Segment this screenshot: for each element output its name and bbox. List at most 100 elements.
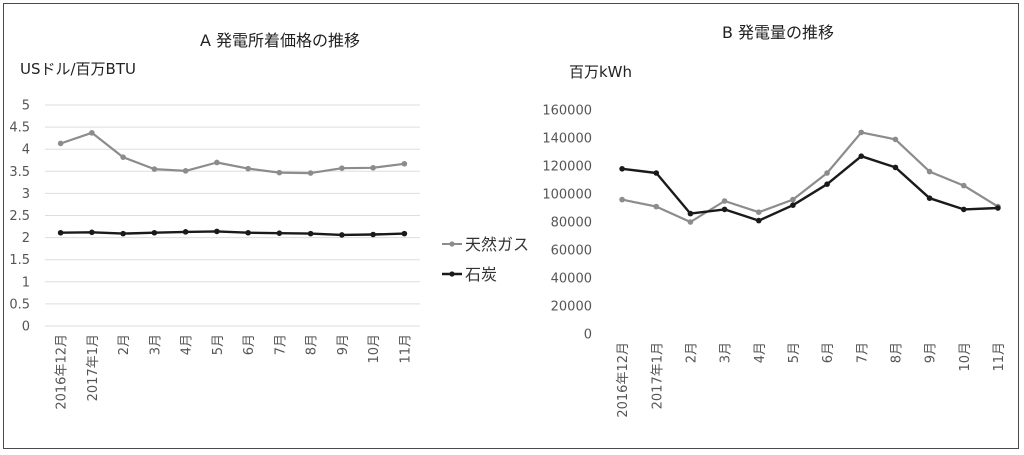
chart-a-x-ticks: 2016年12月 2017年1月 2月 3月 4月 5月 6月 7月 8月 9月 10月 11月 [55,334,414,410]
chart-b-series-gas-point [687,219,694,225]
chart-a-series-coal-point [307,230,314,237]
chart-a-series-coal-line [60,230,405,237]
chart-b-series-coal-point [687,210,694,217]
chart-a-gridlines [45,104,420,327]
chart-a-x-tick-label: 2016年12月 [55,334,70,410]
chart-a-x-tick-label: 2月 [117,334,132,355]
chart-a-y-tick-label: 2.5 [9,209,30,224]
chart-b-series-gas-point [721,198,728,204]
chart-b-x-tick-label: 2016年12月 [616,342,631,418]
chart-a-series-gas-point [401,160,408,167]
chart-a-series-gas-point [245,165,251,172]
chart-b-series-coal-point [755,217,762,224]
chart-a-x-tick-label: 5月 [211,334,226,355]
chart-b-series-coal-point [926,195,933,201]
chart-a-series-coal-point [89,229,95,236]
chart-a-series-coal-point [339,232,345,238]
chart-b-y-tick-label: 140000 [542,132,592,147]
chart-b-x-tick-label: 4月 [753,342,768,363]
chart-a-y-tick-label: 1.5 [9,253,30,268]
chart-a-series-coal-point [151,229,158,236]
chart-b-x-tick-label: 5月 [787,342,802,363]
legend-gas-label: 天然ガス [465,235,529,254]
chart-a-y-tick-label: 2 [22,231,30,246]
chart-b-x-tick-label: 9月 [924,342,939,363]
chart-b-x-ticks: 2016年12月 2017年1月 2月 3月 4月 5月 6月 7月 8月 9月 10月 11月 [616,342,1007,418]
chart-a-series-coal-point [120,230,126,237]
chart-b-series-gas-point [824,170,830,176]
chart-a-series-coal-point [214,228,220,235]
chart-a-y-tick-label: 5 [22,99,30,114]
chart-b-series-coal-point [960,206,967,213]
chart-b-series-coal-point [858,153,865,159]
chart-a-y-tick-label: 4 [22,143,30,158]
chart-b-y-tick-label: 160000 [542,104,592,119]
legend: 天然ガス 石炭 [442,235,529,284]
chart-b-x-tick-label: 3月 [719,342,734,363]
chart-b-series-gas-point [653,203,660,210]
chart-b-x-tick-label: 2017年1月 [650,342,665,409]
chart-b-series-coal-point [721,206,728,213]
chart-b-y-tick-label: 20000 [551,300,592,315]
chart-b-series-coal-line [621,154,998,222]
figure-frame [3,3,1019,449]
chart-b-series-coal-point [995,205,1001,211]
chart-b-series [619,129,1001,225]
chart-b-ylabel: 百万kWh [569,63,632,81]
chart-a-x-tick-label: 11月 [398,334,413,364]
chart-b-y-tick-label: 0 [584,328,592,343]
chart-a-series-gas-point [57,140,64,147]
chart-a-y-ticks: 0 0.5 1 1.5 2 2.5 3 3.5 4 4.5 5 [9,99,30,335]
chart-b-x-tick-label: 11月 [992,342,1007,372]
chart-b-y-ticks: 0 20000 40000 60000 80000 100000 120000 140000 1… [542,104,592,343]
chart-b-series-gas-point [926,168,933,175]
chart-b-x-tick-label: 7月 [855,342,870,363]
chart-b: B 発電量の推移 百万kWh 0 20000 40000 60000 80000 1000… [542,23,1007,418]
chart-a: A 発電所着価格の推移 USドル/百万BTU 0 0.5 1 1.5 2 2.5 3 3.5 4… [9,31,420,410]
chart-a-series-gas-point [89,130,95,136]
chart-a-x-tick-label: 2017年1月 [86,334,101,401]
chart-b-series-gas-line [621,131,999,224]
chart-b-x-tick-label: 6月 [821,342,836,363]
legend-coal-label: 石炭 [465,265,497,284]
chart-b-x-tick-label: 10月 [958,342,973,372]
chart-a-y-tick-label: 1 [22,275,30,290]
chart-a-series-gas-line [60,131,405,175]
chart-a-series-gas-point [370,164,376,171]
chart-a-series-coal-point [401,230,408,237]
chart-a-x-tick-label: 3月 [148,334,163,355]
chart-b-series-coal-point [824,181,830,187]
chart-b-series-coal-point [790,202,796,208]
chart-a-series-gas-point [182,168,189,174]
chart-a-series-gas-point [339,165,345,172]
chart-b-series-gas-point [790,196,796,203]
chart-b-title: B 発電量の推移 [722,23,834,42]
chart-b-x-tick-label: 2月 [684,342,699,363]
legend-gas-marker [449,241,455,247]
chart-b-y-tick-label: 120000 [542,160,592,175]
chart-a-title: A 発電所着価格の推移 [200,31,360,50]
chart-a-y-tick-label: 4.5 [9,121,30,136]
chart-b-series-gas-point [619,196,625,203]
chart-b-series-coal-point [653,170,660,176]
chart-b-y-tick-label: 80000 [551,216,592,231]
chart-b-x-tick-label: 8月 [889,342,904,363]
chart-a-y-tick-label: 0.5 [9,297,30,312]
chart-a-y-tick-label: 3.5 [9,165,30,180]
chart-b-series-gas-point [858,129,865,136]
chart-a-series-coal-point [57,229,64,236]
chart-a-x-tick-label: 7月 [273,334,288,355]
chart-b-series-gas-point [960,182,967,189]
chart-a-x-tick-label: 10月 [367,334,382,364]
chart-b-y-tick-label: 100000 [542,188,592,203]
chart-b-y-tick-label: 60000 [551,244,592,259]
chart-a-y-tick-label: 3 [22,187,30,202]
chart-a-ylabel: USドル/百万BTU [20,60,136,78]
chart-a-series-coal-point [276,230,283,236]
chart-a-series-coal-point [182,229,189,235]
chart-a-x-tick-label: 4月 [180,334,195,355]
chart-a-series-gas-point [151,166,158,172]
chart-a-x-tick-label: 6月 [242,334,257,355]
chart-a-x-tick-label: 8月 [305,334,320,355]
